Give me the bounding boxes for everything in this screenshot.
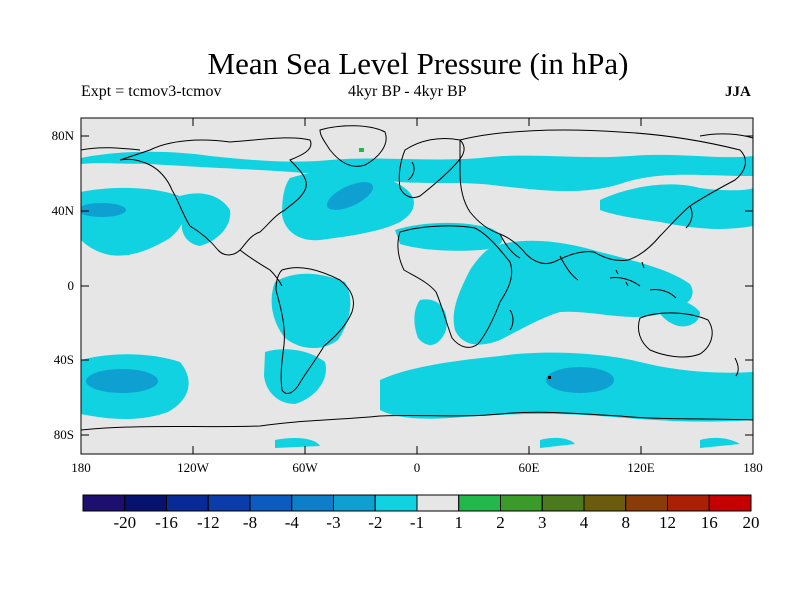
field-antarctic-2 bbox=[540, 437, 575, 448]
field-med bbox=[395, 222, 503, 251]
lon-label-120w: 120W bbox=[177, 460, 209, 475]
colorbar-label: 2 bbox=[496, 513, 505, 532]
colorbar-box-7 bbox=[374, 494, 418, 512]
lon-label-0: 0 bbox=[413, 460, 421, 475]
colorbar-label: -3 bbox=[326, 513, 341, 532]
lon-label-60e: 60E bbox=[518, 460, 540, 475]
field-tropamerica bbox=[271, 273, 351, 349]
field-greenland-positive bbox=[359, 148, 364, 152]
anomaly-fields bbox=[81, 125, 753, 448]
colorbar-box-1 bbox=[124, 494, 167, 512]
colorbar-box-3 bbox=[207, 494, 251, 512]
colorbar-label: 8 bbox=[621, 513, 631, 532]
colorbar-label: 12 bbox=[659, 513, 676, 532]
colorbar-label: 3 bbox=[538, 513, 547, 532]
colorbar-box-2 bbox=[166, 494, 209, 512]
lon-label-60w: 60W bbox=[292, 460, 318, 475]
core-natlantic bbox=[326, 182, 374, 210]
colorbar-label: -20 bbox=[113, 513, 137, 532]
field-arctic-band bbox=[81, 151, 753, 192]
lon-label-180w: 180 bbox=[71, 460, 91, 475]
colorbar-box-12 bbox=[583, 494, 627, 512]
period-label: 4kyr BP - 4kyr BP bbox=[348, 83, 467, 100]
colorbar-label: -16 bbox=[155, 513, 178, 532]
colorbar-label: 16 bbox=[700, 513, 718, 532]
colorbar-box-6 bbox=[333, 494, 376, 512]
colorbar-box-9 bbox=[458, 494, 501, 512]
lat-label-0: 0 bbox=[67, 278, 75, 293]
colorbar-label: -12 bbox=[196, 513, 220, 532]
field-pacific-west bbox=[655, 298, 700, 327]
chart-title: Mean Sea Level Pressure (in hPa) bbox=[207, 46, 629, 81]
colorbar-label: -4 bbox=[284, 513, 299, 532]
lat-label-80n: 80N bbox=[51, 128, 74, 143]
colorbar bbox=[82, 494, 752, 512]
colorbar-label: -1 bbox=[409, 513, 425, 532]
experiment-label: Expt = tcmov3-tcmov bbox=[81, 83, 222, 100]
colorbar-box-13 bbox=[625, 494, 668, 512]
colorbar-box-10 bbox=[500, 494, 543, 512]
colorbar-box-5 bbox=[291, 494, 334, 512]
core-sindian bbox=[546, 367, 614, 393]
field-satlantic bbox=[414, 299, 447, 345]
field-asia bbox=[600, 184, 753, 229]
field-eastpacific bbox=[180, 193, 231, 246]
lon-label-120e: 120E bbox=[627, 460, 655, 475]
field-antarctic-1 bbox=[275, 438, 320, 448]
colorbar-label: -2 bbox=[368, 513, 383, 532]
lat-label-40s: 40S bbox=[53, 352, 74, 367]
colorbar-label: 1 bbox=[454, 513, 464, 532]
colorbar-label: 20 bbox=[742, 513, 760, 532]
lat-label-80s: 80S bbox=[53, 427, 74, 442]
colorbar-box-15 bbox=[708, 494, 752, 512]
axis-ticks bbox=[81, 118, 753, 454]
colorbar-box-8 bbox=[416, 494, 460, 512]
coastlines bbox=[81, 125, 753, 431]
colorbar-label: 4 bbox=[579, 513, 589, 532]
core-npacific bbox=[81, 203, 126, 217]
field-samerica-s bbox=[264, 349, 326, 404]
colorbar-box-4 bbox=[249, 494, 293, 512]
core-spacific bbox=[86, 369, 158, 393]
colorbar-box-0 bbox=[82, 494, 126, 512]
colorbar-box-14 bbox=[667, 494, 710, 512]
season-label: JJA bbox=[725, 84, 751, 100]
lat-label-40n: 40N bbox=[51, 203, 74, 218]
field-antarctic-3 bbox=[700, 437, 740, 448]
colorbar-label: -8 bbox=[242, 513, 258, 532]
lon-label-180e: 180 bbox=[743, 460, 763, 475]
colorbar-box-11 bbox=[541, 494, 585, 512]
